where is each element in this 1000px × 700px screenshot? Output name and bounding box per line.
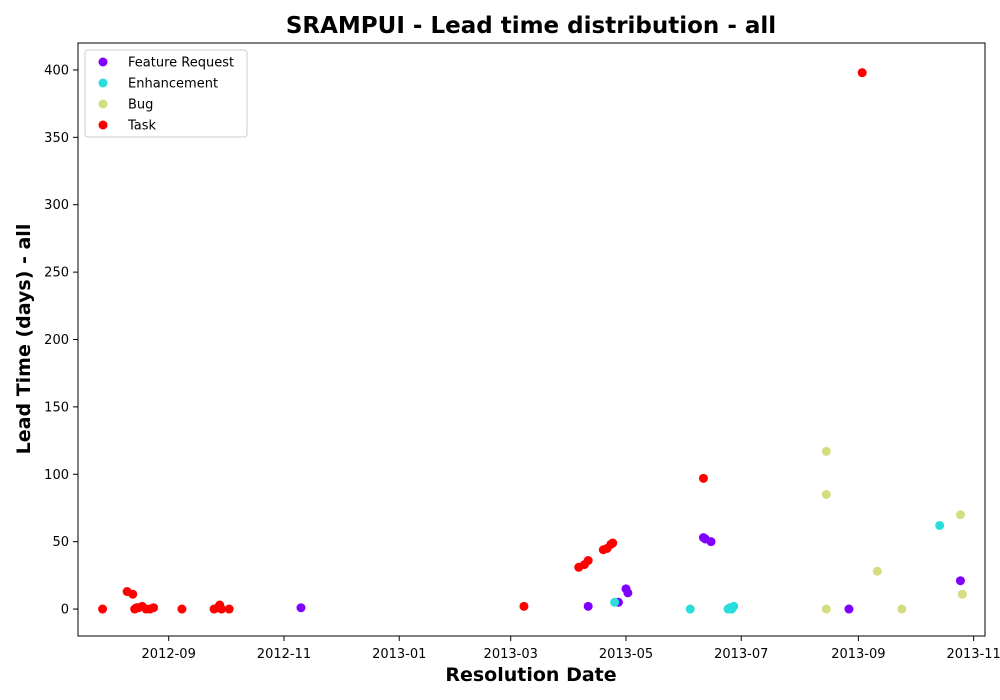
data-points	[98, 68, 967, 614]
point-bug	[821, 489, 831, 499]
y-tick-label: 250	[44, 266, 69, 281]
legend-label-task: Task	[127, 119, 157, 134]
point-task	[519, 601, 529, 611]
point-task	[698, 473, 708, 483]
y-tick-label: 0	[61, 603, 69, 618]
point-task	[177, 604, 187, 614]
y-tick-label: 300	[44, 198, 69, 213]
point-task	[583, 556, 593, 566]
legend-box	[84, 49, 248, 138]
point-bug	[957, 589, 967, 599]
x-axis-title: Resolution Date	[445, 664, 616, 686]
point-feature-request	[844, 604, 854, 614]
legend-label-bug: Bug	[128, 98, 153, 113]
y-axis: 0 50 100 150 200 250 300 350 400	[44, 63, 78, 618]
point-task	[217, 604, 227, 614]
legend-label-feature-request: Feature Request	[128, 56, 234, 71]
x-axis: 2012-09 2012-11 2013-01 2013-03 2013-05 2013-…	[142, 636, 1000, 662]
point-feature-request	[296, 603, 306, 613]
x-tick-label: 2013-11	[946, 647, 1000, 662]
chart-title: SRAMPUI - Lead time distribution - all	[286, 13, 776, 39]
point-task	[224, 604, 234, 614]
point-enhancement	[685, 604, 695, 614]
x-tick-label: 2013-03	[484, 647, 538, 662]
legend-marker-bug	[98, 99, 108, 109]
legend-label-enhancement: Enhancement	[128, 77, 218, 92]
x-tick-label: 2013-05	[599, 647, 653, 662]
y-tick-label: 150	[44, 400, 69, 415]
x-tick-label: 2012-11	[257, 647, 311, 662]
point-task	[98, 604, 108, 614]
plot-frame	[77, 42, 986, 637]
x-tick-label: 2013-07	[714, 647, 768, 662]
point-enhancement	[729, 601, 739, 611]
point-feature-request	[623, 588, 633, 598]
point-bug	[821, 604, 831, 614]
point-bug	[872, 566, 882, 576]
legend-marker-task	[98, 120, 108, 130]
y-axis-title: Lead Time (days) - all	[13, 224, 35, 455]
y-tick-label: 400	[44, 63, 69, 78]
point-task	[128, 589, 138, 599]
x-tick-label: 2013-09	[831, 647, 885, 662]
legend-marker-enhancement	[98, 78, 108, 88]
legend-marker-feature-request	[98, 57, 108, 67]
x-tick-label: 2012-09	[142, 647, 196, 662]
point-bug	[821, 446, 831, 456]
point-bug	[897, 604, 907, 614]
point-feature-request	[583, 601, 593, 611]
point-enhancement	[935, 520, 945, 530]
point-enhancement	[610, 597, 620, 607]
x-tick-label: 2013-01	[372, 647, 426, 662]
point-feature-request	[955, 576, 965, 586]
point-bug	[955, 510, 965, 520]
y-tick-label: 50	[52, 535, 69, 550]
y-tick-label: 100	[44, 468, 69, 483]
point-task	[857, 68, 867, 78]
legend: Feature Request Enhancement Bug Task	[84, 49, 248, 138]
point-task	[608, 538, 618, 548]
point-feature-request	[706, 537, 716, 547]
y-tick-label: 200	[44, 333, 69, 348]
point-task	[149, 603, 159, 613]
y-tick-label: 350	[44, 131, 69, 146]
